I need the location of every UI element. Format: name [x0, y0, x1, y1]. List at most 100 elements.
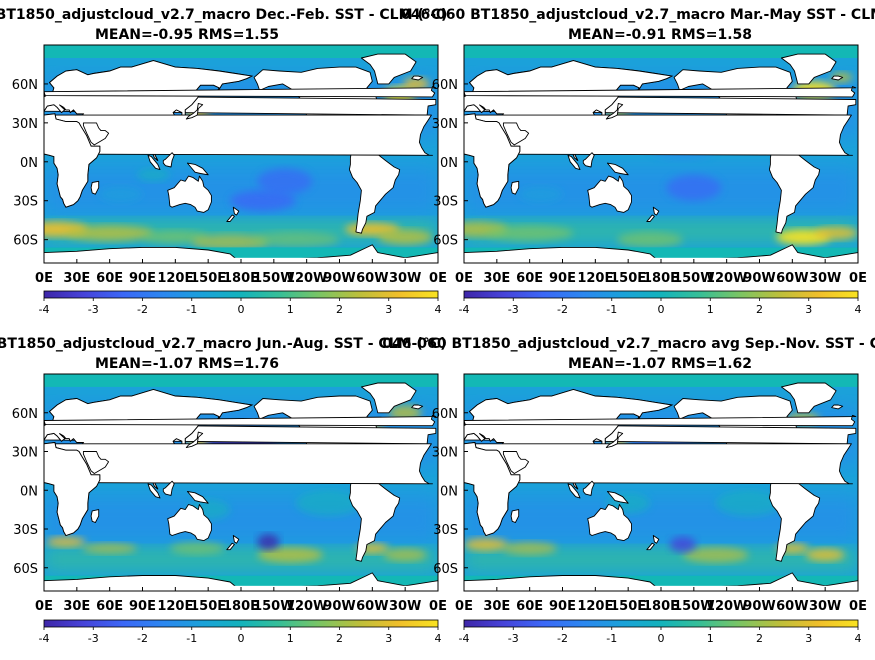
- x-tick-label: 30E: [63, 271, 90, 286]
- land-iceland: [411, 404, 424, 410]
- land-new-guinea: [606, 162, 629, 176]
- anomaly-region: [257, 168, 313, 195]
- colorbar-tick-label: -4: [39, 632, 50, 645]
- land-sumatra: [147, 154, 161, 171]
- x-tick-label: 30W: [809, 599, 841, 614]
- land-borneo: [162, 152, 175, 168]
- y-tick-label: 30S: [13, 523, 38, 538]
- y-tick-label: 0N: [20, 156, 38, 171]
- land-madagascar: [510, 180, 520, 195]
- colorbar-tick-label: 4: [855, 303, 862, 316]
- x-tick-label: 0E: [35, 599, 53, 614]
- colorbar-tick-label: 1: [707, 303, 714, 316]
- x-tick-label: 0E: [429, 599, 447, 614]
- colorbar: -4 -3 -2 -1 0 1 2 3 4: [459, 619, 862, 645]
- land-sumatra: [567, 154, 581, 171]
- anomaly-band-southern-ocean: [44, 548, 438, 571]
- x-tick-label: 120W: [706, 599, 747, 614]
- anomaly-region: [251, 231, 340, 248]
- land-new-guinea: [186, 491, 209, 504]
- x-tick-label: 90E: [129, 271, 156, 286]
- anomaly-region: [191, 234, 269, 251]
- y-tick-label: 30S: [13, 195, 38, 210]
- panel-stats: MEAN=-1.07 RMS=1.62: [568, 356, 752, 372]
- anomaly-region: [805, 548, 845, 562]
- panel-title: 046-060 BT1850_adjustcloud_v2.7_macro av…: [382, 336, 875, 352]
- land-africa-wrap: [464, 113, 521, 208]
- anomaly-region: [814, 226, 858, 240]
- land-new-zealand-n: [652, 206, 660, 216]
- sea-ice-north: [44, 45, 438, 58]
- x-tick-label: 60E: [96, 271, 123, 286]
- land-iceland: [831, 75, 844, 81]
- y-tick-label: 60S: [13, 234, 38, 249]
- land-japan: [185, 431, 204, 449]
- colorbar-tick-label: 2: [756, 303, 763, 316]
- x-tick-label: 90W: [323, 271, 355, 286]
- anomaly-region: [137, 168, 170, 182]
- land-greenland: [360, 382, 417, 414]
- colorbar: -4 -3 -2 -1 0 1 2 3 4: [39, 290, 442, 316]
- land-arabia-pen: [502, 451, 530, 474]
- panel-title: 046-060 BT1850_adjustcloud_v2.7_macro De…: [0, 7, 447, 23]
- anomaly-region: [666, 174, 722, 201]
- anomaly-region: [65, 225, 154, 241]
- colorbar: -4 -3 -2 -1 0 1 2 3 4: [459, 290, 862, 316]
- colorbar-tick-label: 0: [238, 303, 245, 316]
- panel-title: 046-060 BT1850_adjustcloud_v2.7_macro Ju…: [0, 336, 446, 352]
- y-tick-label: 0N: [440, 156, 458, 171]
- anomaly-region: [485, 225, 574, 241]
- x-tick-label: 90E: [549, 271, 576, 286]
- colorbar-tick-label: 0: [238, 632, 245, 645]
- anomaly-region: [402, 77, 430, 91]
- anomaly-region: [169, 541, 225, 555]
- anomaly-region: [295, 490, 362, 517]
- x-tick-label: 120E: [157, 599, 193, 614]
- land-south-america: [768, 145, 821, 234]
- x-tick-label: 60E: [516, 271, 543, 286]
- colorbar-tick-label: 1: [287, 632, 294, 645]
- y-tick-label: 60N: [432, 407, 458, 422]
- x-tick-label: 0E: [849, 271, 867, 286]
- anomaly-region: [682, 547, 749, 563]
- x-tick-label: 120E: [157, 271, 193, 286]
- colorbar-tick-label: 4: [855, 632, 862, 645]
- land-africa-wrap: [44, 113, 101, 208]
- land-japan: [185, 102, 204, 120]
- colorbar-tick-label: 3: [805, 303, 812, 316]
- land-sumatra: [147, 483, 161, 499]
- colorbar-tick-label: -2: [557, 303, 568, 316]
- colorbar-tick-label: -3: [508, 632, 519, 645]
- x-tick-label: 90W: [743, 599, 775, 614]
- colorbar-tick-label: -1: [606, 303, 617, 316]
- land-greenland: [360, 53, 417, 85]
- x-tick-label: 0E: [455, 599, 473, 614]
- x-tick-label: 120W: [286, 599, 327, 614]
- y-tick-label: 30N: [432, 117, 458, 132]
- anomaly-region: [257, 534, 280, 550]
- x-tick-label: 90W: [743, 271, 775, 286]
- colorbar-tick-label: 2: [336, 632, 343, 645]
- y-tick-label: 0N: [440, 484, 458, 499]
- land-japan: [605, 102, 624, 120]
- x-tick-label: 180E: [223, 599, 259, 614]
- land-madagascar: [90, 509, 100, 523]
- colorbar-tick-label: 2: [336, 303, 343, 316]
- x-tick-label: 30W: [389, 599, 421, 614]
- x-tick-label: 150W: [253, 599, 294, 614]
- colorbar-tick-label: 2: [756, 632, 763, 645]
- land-australia: [167, 175, 212, 213]
- y-tick-label: 30N: [12, 446, 38, 461]
- land-africa-wrap: [44, 442, 101, 537]
- x-tick-label: 30E: [483, 599, 510, 614]
- x-tick-label: 30W: [389, 271, 421, 286]
- x-tick-label: 60W: [356, 271, 388, 286]
- colorbar-tick-label: -1: [186, 632, 197, 645]
- land-borneo: [582, 480, 595, 496]
- y-tick-label: 30S: [433, 523, 458, 538]
- land-new-zealand-n: [652, 535, 660, 544]
- land-new-zealand-n: [232, 206, 240, 216]
